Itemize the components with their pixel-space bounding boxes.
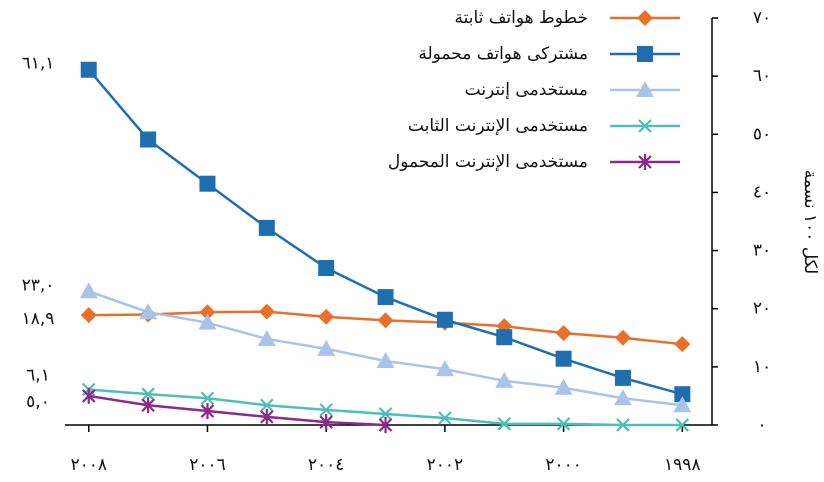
data-point	[496, 329, 513, 346]
data-point	[674, 336, 691, 353]
series-line	[88, 394, 386, 427]
legend-label: مستخدمى إنترنت	[465, 80, 588, 100]
data-point	[140, 131, 157, 148]
data-point	[438, 411, 452, 425]
data-point	[80, 307, 97, 324]
legend-label: مستخدمى الإنترنت الثابت	[408, 116, 588, 136]
data-point	[141, 397, 155, 414]
data-point	[378, 417, 393, 433]
data-point	[81, 387, 96, 404]
data-label: ١٨,٩	[22, 309, 55, 329]
y-tick-label: ٦٠	[753, 66, 771, 86]
legend-marker	[637, 10, 653, 26]
x-tick-label: ١٩٩٨	[664, 455, 701, 475]
x-tick-label: ٢٠٠٢	[427, 455, 464, 475]
data-point	[319, 414, 333, 431]
data-point	[674, 386, 691, 403]
data-label: ٢٣,٠	[22, 275, 55, 295]
data-point	[495, 371, 514, 388]
data-point	[318, 308, 335, 325]
legend-marker	[637, 46, 653, 62]
y-tick-label: ٠	[757, 415, 766, 435]
legend-label: خطوط هواتف ثابتة	[455, 8, 588, 28]
y-axis-label: لكل ١٠٠ نسمة	[800, 170, 820, 275]
data-point	[675, 418, 690, 432]
x-tick-label: ٢٠٠٤	[308, 455, 345, 475]
data-point	[258, 219, 275, 236]
legend-marker	[638, 119, 652, 133]
x-tick-label: ٢٠٠٨	[70, 455, 107, 475]
data-point	[319, 403, 333, 417]
data-point	[673, 396, 692, 413]
data-point	[436, 311, 453, 328]
y-tick-label: ٣٠	[753, 241, 771, 261]
data-point	[555, 350, 572, 367]
data-point	[317, 339, 336, 356]
data-point	[139, 303, 158, 320]
data-point	[199, 175, 216, 192]
data-point	[613, 389, 632, 406]
data-point	[555, 325, 572, 342]
data-point	[257, 329, 276, 346]
y-tick-label: ١٠	[753, 357, 771, 377]
y-tick-label: ٧٠	[753, 8, 771, 28]
data-point	[80, 61, 97, 78]
data-label: ٦,١	[26, 366, 50, 386]
data-point	[377, 289, 394, 306]
data-point	[79, 282, 98, 299]
data-label: ٦١,١	[22, 54, 55, 74]
data-point	[260, 398, 274, 413]
legend-marker	[638, 154, 652, 170]
data-point	[199, 304, 216, 321]
data-point	[318, 260, 335, 277]
y-tick-label: ٥٠	[753, 124, 771, 144]
x-tick-label: ٢٠٠٠	[545, 455, 582, 475]
data-point	[614, 369, 631, 386]
data-point	[260, 408, 274, 425]
data-point	[200, 391, 215, 406]
data-point	[377, 312, 394, 329]
data-point	[200, 403, 215, 420]
y-tick-label: ٤٠	[753, 182, 771, 202]
data-label: ٥,٠	[26, 392, 50, 412]
series-line	[88, 290, 683, 407]
data-point	[435, 360, 454, 377]
legend-label: مشتركى هواتف محمولة	[418, 44, 588, 64]
x-tick-label: ٢٠٠٦	[189, 455, 226, 475]
data-point	[141, 387, 155, 401]
series-line	[87, 68, 683, 396]
data-point	[378, 407, 393, 421]
legend-label: مستخدمى الإنترنت المحمول	[388, 152, 588, 172]
legend-marker	[636, 81, 654, 97]
data-point	[497, 417, 512, 431]
data-point	[198, 313, 217, 330]
data-point	[258, 303, 275, 320]
data-point	[556, 417, 571, 431]
data-point	[616, 418, 630, 432]
data-point	[554, 378, 573, 395]
y-tick-label: ٢٠	[753, 299, 771, 319]
data-point	[614, 329, 631, 346]
data-point	[376, 352, 395, 369]
